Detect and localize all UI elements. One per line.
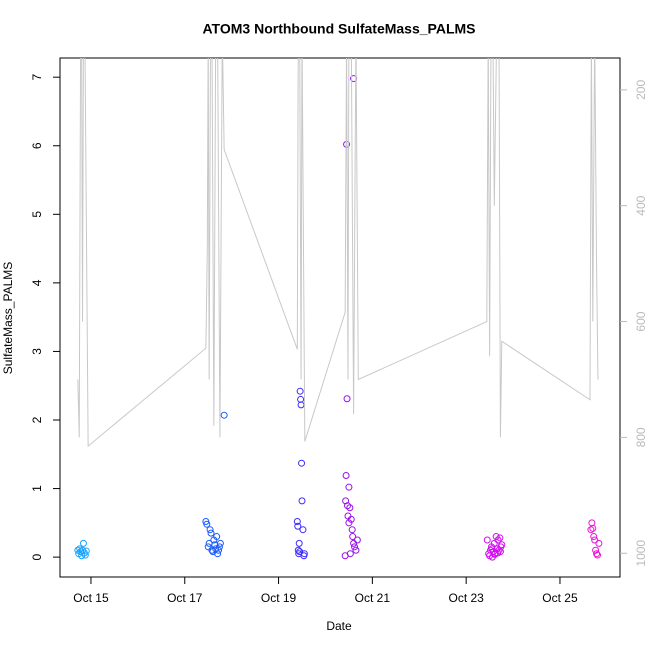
point (213, 533, 221, 541)
point (341, 552, 349, 560)
point (299, 526, 307, 534)
point (206, 526, 214, 534)
plot-frame (59, 57, 621, 578)
point (208, 546, 216, 554)
point (498, 541, 506, 549)
point (345, 519, 353, 527)
point (588, 519, 596, 527)
point (492, 533, 500, 541)
point (300, 550, 308, 558)
point (79, 539, 87, 547)
point (295, 539, 303, 547)
x-tick-label: Oct 15 (73, 591, 109, 605)
point (496, 548, 504, 556)
y-tick-label: 7 (30, 74, 44, 81)
point (298, 497, 306, 505)
point (220, 411, 228, 419)
point (344, 512, 352, 520)
chart-title: ATOM3 Northbound SulfateMass_PALMS (202, 21, 475, 37)
point (342, 497, 350, 505)
point (593, 550, 601, 558)
y-tick-label: 5 (30, 211, 44, 218)
point (353, 536, 361, 544)
point (294, 522, 302, 530)
x-tick-label: Oct 17 (167, 591, 203, 605)
point (589, 524, 597, 532)
y2-tick-label: 600 (634, 311, 648, 331)
point (204, 543, 212, 551)
point (592, 546, 600, 554)
y2-tick-label: 200 (634, 80, 648, 100)
point (298, 459, 306, 467)
point (345, 483, 353, 491)
y-tick-label: 3 (30, 348, 44, 355)
point (81, 551, 89, 559)
point (293, 517, 301, 525)
pressure-line (77, 58, 599, 448)
point (590, 533, 598, 541)
point (216, 539, 224, 547)
point (350, 539, 358, 547)
point (203, 520, 211, 528)
x-tick-label: Oct 21 (355, 591, 391, 605)
y2-tick-label: 400 (634, 195, 648, 215)
y-tick-label: 1 (30, 485, 44, 492)
point (82, 547, 90, 555)
y2-tick-label: 1000 (634, 540, 648, 567)
point (591, 536, 599, 544)
point (494, 536, 502, 544)
point (294, 546, 302, 554)
point (215, 543, 223, 551)
point (488, 545, 496, 553)
point (595, 539, 603, 547)
y-tick-label: 2 (30, 416, 44, 423)
point (344, 502, 352, 510)
y-tick-label: 6 (30, 142, 44, 149)
x-axis-label: Date (326, 619, 352, 633)
y2-tick-label: 800 (634, 427, 648, 447)
point (297, 401, 305, 409)
y-tick-label: 4 (30, 279, 44, 286)
point (348, 526, 356, 534)
point (351, 543, 359, 551)
x-tick-label: Oct 19 (261, 591, 297, 605)
point (342, 472, 350, 480)
y-tick-label: 0 (30, 553, 44, 560)
point (207, 529, 215, 537)
x-tick-label: Oct 23 (448, 591, 484, 605)
point (483, 536, 491, 544)
point (349, 533, 357, 541)
point (587, 526, 595, 534)
point (496, 534, 504, 542)
x-tick-label: Oct 25 (542, 591, 578, 605)
point (343, 395, 351, 403)
y-axis-label: SulfateMass_PALMS (1, 262, 15, 375)
point (346, 504, 354, 512)
point (296, 387, 304, 395)
point (214, 550, 222, 558)
point (352, 546, 360, 554)
point (215, 546, 223, 554)
point (593, 551, 601, 559)
